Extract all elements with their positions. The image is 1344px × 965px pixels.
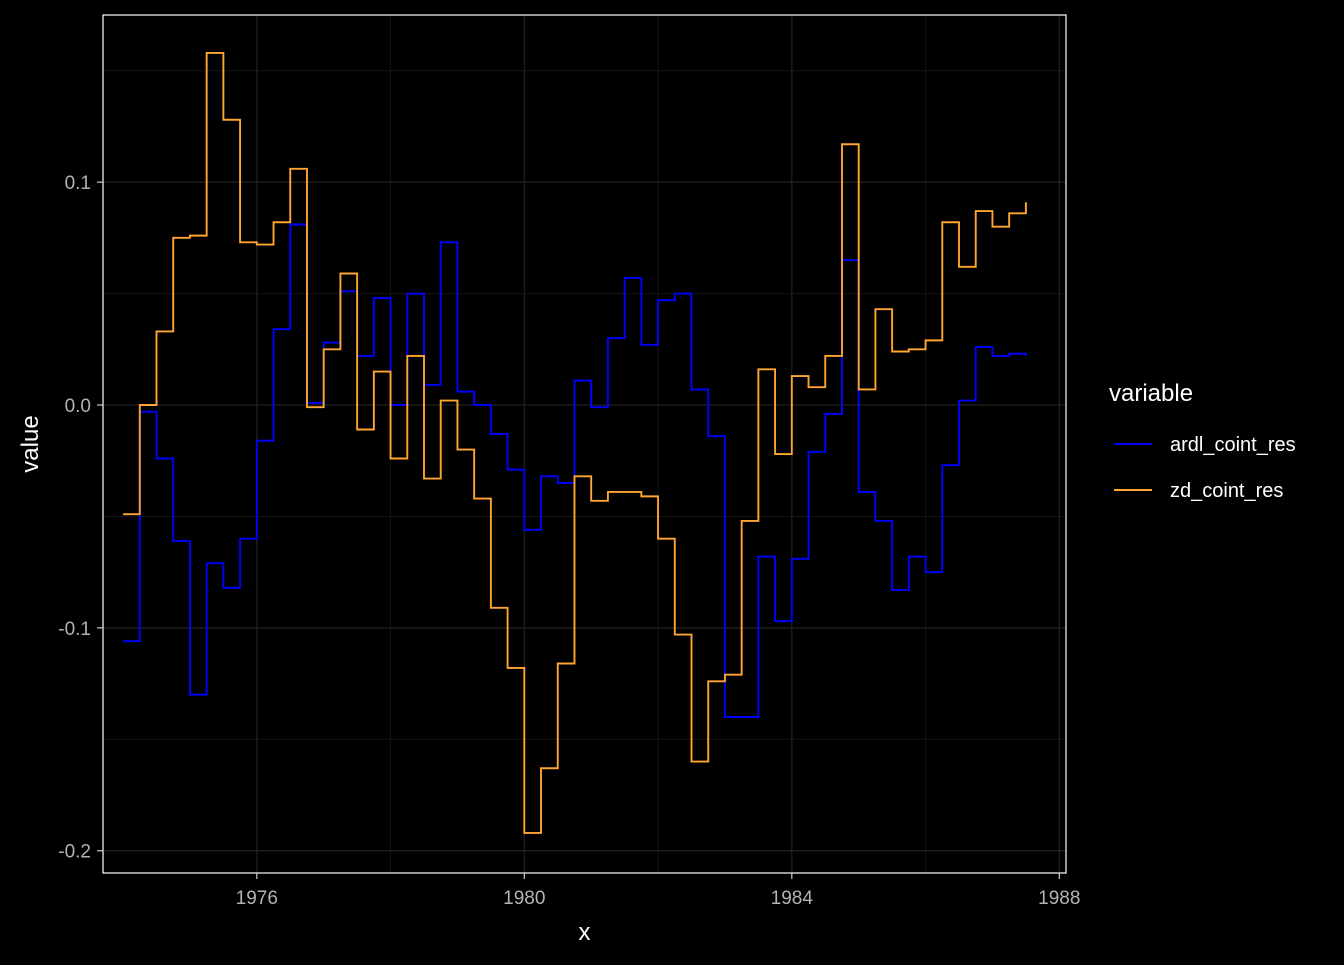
x-tick-label: 1984 bbox=[771, 888, 814, 909]
x-axis: 1976 1980 1984 1988 bbox=[236, 873, 1080, 909]
x-tick-label: 1976 bbox=[236, 888, 278, 909]
y-tick-label: 0.0 bbox=[65, 396, 91, 417]
series-line-zd_coint_res bbox=[123, 51, 1027, 834]
legend-label-zd_coint_res: zd_coint_res bbox=[1170, 480, 1283, 502]
y-tick-label: 0.1 bbox=[65, 173, 91, 194]
x-axis-title: x bbox=[579, 919, 591, 946]
minor-gridlines bbox=[103, 15, 1066, 873]
x-tick-label: 1988 bbox=[1038, 888, 1080, 909]
y-axis-title: value bbox=[17, 415, 44, 472]
y-tick-label: -0.2 bbox=[58, 842, 91, 863]
series-line-ardl_coint_res bbox=[123, 223, 1027, 718]
legend-title: variable bbox=[1109, 380, 1193, 407]
y-axis: -0.2 -0.1 0.0 0.1 bbox=[58, 173, 103, 863]
y-tick-label: -0.1 bbox=[58, 619, 91, 640]
legend: variable ardl_coint_res zd_coint_res bbox=[1109, 380, 1296, 502]
legend-items: ardl_coint_res zd_coint_res bbox=[1114, 434, 1296, 502]
legend-label-ardl_coint_res: ardl_coint_res bbox=[1170, 434, 1296, 456]
panel-border bbox=[102, 14, 1067, 874]
major-gridlines bbox=[103, 15, 1066, 873]
x-tick-label: 1980 bbox=[503, 888, 545, 909]
series-layer bbox=[123, 51, 1027, 834]
